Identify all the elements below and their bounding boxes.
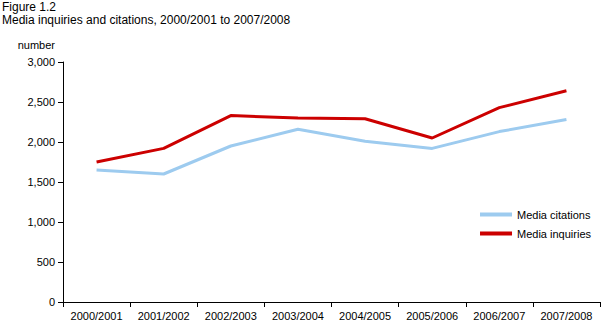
svg-text:Figure 1.2: Figure 1.2 xyxy=(2,0,56,14)
svg-text:3,000: 3,000 xyxy=(27,56,55,68)
svg-text:2000/2001: 2000/2001 xyxy=(71,310,123,322)
svg-text:2002/2003: 2002/2003 xyxy=(205,310,257,322)
svg-text:2006/2007: 2006/2007 xyxy=(473,310,525,322)
svg-text:number: number xyxy=(18,39,56,51)
svg-text:Media inquiries and citations,: Media inquiries and citations, 2000/2001… xyxy=(2,13,291,27)
svg-text:2005/2006: 2005/2006 xyxy=(406,310,458,322)
svg-text:2003/2004: 2003/2004 xyxy=(272,310,324,322)
svg-text:2001/2002: 2001/2002 xyxy=(138,310,190,322)
svg-text:500: 500 xyxy=(37,256,55,268)
svg-text:1,000: 1,000 xyxy=(27,216,55,228)
svg-text:Media citations: Media citations xyxy=(517,209,591,221)
svg-text:2,000: 2,000 xyxy=(27,136,55,148)
svg-text:0: 0 xyxy=(49,296,55,308)
svg-text:1,500: 1,500 xyxy=(27,176,55,188)
svg-text:Media inquiries: Media inquiries xyxy=(517,228,591,240)
svg-text:2007/2008: 2007/2008 xyxy=(540,310,592,322)
svg-text:2,500: 2,500 xyxy=(27,96,55,108)
svg-text:2004/2005: 2004/2005 xyxy=(339,310,391,322)
